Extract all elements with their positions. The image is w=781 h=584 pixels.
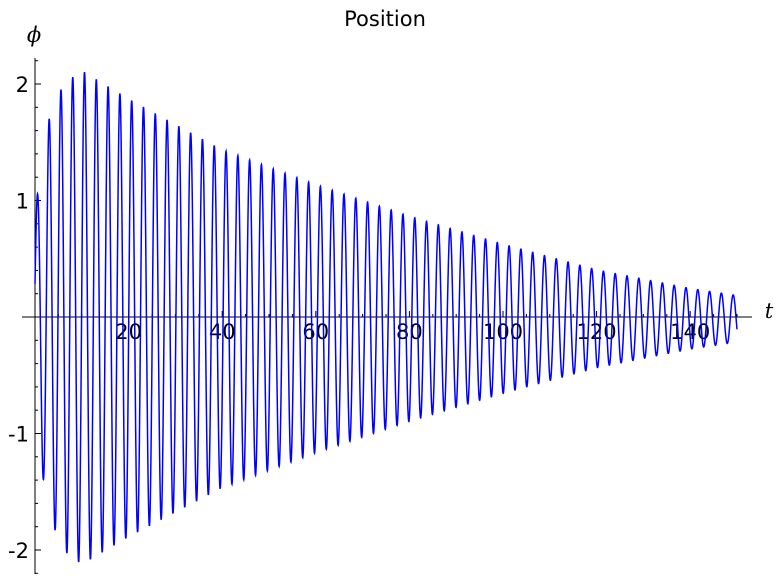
y-tick-label: 1	[16, 190, 29, 214]
y-axis-label: ϕ	[27, 23, 41, 47]
x-axis-label: t	[765, 299, 774, 323]
chart-title: Position	[344, 7, 426, 31]
x-tick-label: 60	[302, 320, 329, 344]
series-layer	[34, 71, 738, 563]
y-tick-label: 2	[16, 73, 29, 97]
series-line	[34, 71, 738, 563]
axes	[22, 58, 752, 574]
y-tick-label: -1	[8, 423, 29, 447]
y-tick-label: -2	[8, 539, 29, 563]
